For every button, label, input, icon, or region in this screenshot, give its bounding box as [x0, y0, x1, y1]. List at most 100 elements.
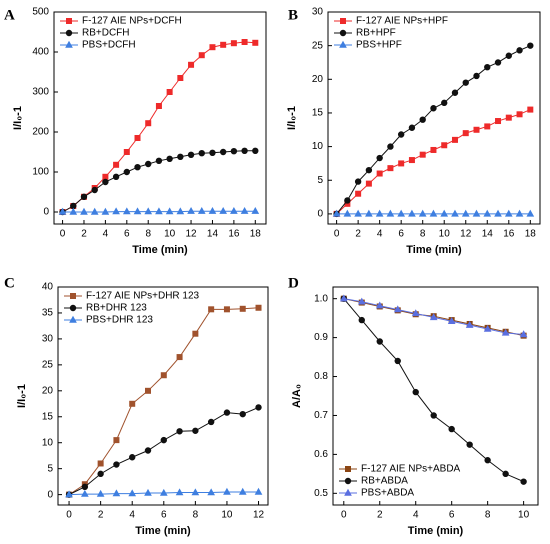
marker: [255, 304, 262, 311]
x-tick-label: 8: [420, 229, 426, 240]
x-tick-label: 0: [66, 510, 72, 521]
marker: [376, 154, 383, 162]
marker: [219, 206, 228, 214]
marker: [505, 52, 512, 59]
marker: [376, 338, 383, 345]
marker: [220, 41, 227, 48]
x-tick-label: 14: [482, 229, 494, 240]
x-axis-label: Time (min): [406, 244, 462, 256]
marker: [495, 118, 502, 125]
y-tick-label: 0.9: [314, 332, 328, 343]
marker: [90, 207, 99, 215]
marker: [238, 487, 247, 495]
marker: [419, 151, 426, 158]
marker: [429, 313, 438, 321]
plot-frame: [53, 11, 267, 225]
marker: [80, 207, 88, 215]
legend-marker: [344, 477, 352, 485]
x-tick-label: 2: [81, 229, 87, 240]
marker: [520, 478, 527, 485]
marker: [516, 111, 523, 118]
marker: [430, 105, 437, 112]
marker: [223, 487, 231, 495]
legend-label: RB+ABDA: [361, 476, 408, 487]
marker: [166, 89, 173, 95]
y-tick-label: 20: [42, 385, 54, 396]
marker: [129, 400, 136, 407]
marker: [387, 165, 394, 172]
legend-marker: [65, 29, 73, 37]
marker: [344, 197, 351, 204]
marker: [159, 488, 168, 496]
marker: [239, 410, 246, 418]
marker: [134, 164, 141, 171]
marker: [209, 44, 216, 51]
marker: [516, 47, 523, 54]
x-axis-label: Time (min): [408, 525, 464, 537]
marker: [504, 209, 513, 217]
legend-marker: [69, 315, 77, 323]
marker: [484, 457, 491, 464]
panel-label: D: [288, 275, 299, 291]
x-tick-label: 8: [145, 229, 151, 240]
legend-marker: [344, 488, 352, 496]
x-tick-label: 6: [124, 229, 130, 240]
marker: [472, 209, 481, 217]
marker: [251, 206, 260, 214]
marker: [408, 157, 415, 164]
marker: [473, 72, 480, 80]
marker: [176, 354, 183, 361]
marker: [97, 460, 104, 467]
x-tick-label: 12: [253, 510, 265, 521]
x-tick-label: 8: [485, 510, 491, 521]
y-tick-label: 0: [47, 489, 53, 500]
marker: [122, 207, 131, 215]
marker: [160, 436, 167, 444]
marker: [188, 61, 195, 68]
marker: [102, 173, 109, 180]
marker: [101, 207, 110, 215]
x-tick-label: 0: [60, 229, 66, 240]
x-tick-label: 18: [250, 229, 262, 240]
legend-label: PBS+DHR 123: [86, 315, 153, 326]
y-axis-label: I/I₀-1: [286, 106, 298, 130]
y-tick-label: 30: [42, 334, 54, 345]
x-tick-label: 8: [193, 510, 199, 521]
marker: [208, 206, 217, 214]
legend-label: PBS+ABDA: [361, 488, 414, 499]
y-tick-label: 15: [312, 108, 324, 119]
marker: [515, 209, 524, 217]
x-tick-label: 10: [439, 229, 451, 240]
marker: [483, 209, 492, 217]
marker: [239, 305, 246, 312]
marker: [494, 59, 502, 66]
marker: [375, 209, 384, 217]
legend-label: RB+DHR 123: [86, 303, 147, 314]
panel-label: C: [4, 275, 15, 291]
marker: [461, 209, 470, 217]
x-tick-label: 2: [98, 510, 104, 521]
marker: [128, 489, 137, 497]
legend-label: RB+HPF: [356, 28, 396, 39]
marker: [408, 209, 416, 217]
y-tick-label: 5: [317, 175, 323, 186]
marker: [197, 206, 206, 214]
marker: [155, 207, 163, 215]
marker: [191, 488, 200, 496]
marker: [451, 89, 459, 96]
marker: [155, 157, 163, 165]
marker: [501, 328, 510, 336]
y-tick-label: 10: [312, 141, 324, 152]
y-tick-label: 400: [32, 47, 49, 58]
marker: [175, 488, 184, 496]
marker: [440, 209, 449, 217]
plot-frame: [57, 286, 269, 506]
marker: [207, 488, 216, 496]
marker: [429, 209, 438, 217]
legend-label: PBS+DCFH: [82, 40, 136, 51]
x-tick-label: 4: [377, 229, 383, 240]
y-tick-label: 0.5: [314, 488, 328, 499]
legend-label: F-127 AIE NPs+HPF: [356, 16, 448, 27]
x-tick-label: 6: [449, 510, 455, 521]
series-line: [336, 45, 531, 215]
